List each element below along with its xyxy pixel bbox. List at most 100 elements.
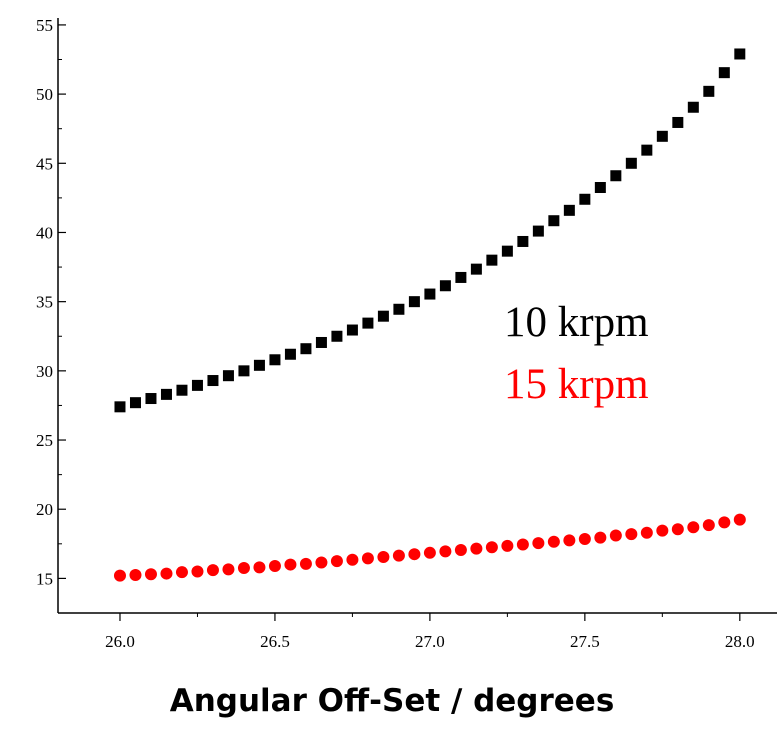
point-15-krpm [361, 552, 374, 565]
point-15-krpm [206, 564, 219, 577]
point-10-krpm [579, 193, 591, 205]
point-10-krpm [176, 384, 188, 396]
point-10-krpm [548, 215, 560, 227]
x-axis-title: Angular Off-Set / degrees [170, 683, 615, 719]
point-10-krpm [455, 271, 467, 283]
x-tick-label: 28.0 [725, 632, 755, 651]
point-15-krpm [392, 549, 405, 562]
point-15-krpm [671, 523, 684, 536]
x-tick-label: 27.5 [570, 632, 600, 651]
point-10-krpm [594, 182, 606, 194]
point-15-krpm [268, 559, 281, 572]
x-tick-label: 26.0 [105, 632, 135, 651]
point-10-krpm [703, 85, 715, 97]
point-10-krpm [269, 354, 281, 366]
point-15-krpm [423, 546, 436, 559]
chart-labels: 10 krpm 15 krpm Angular Off-Set / degree… [170, 299, 649, 719]
point-10-krpm [377, 310, 389, 322]
point-10-krpm [362, 317, 374, 329]
point-15-krpm [563, 534, 576, 547]
point-10-krpm [331, 330, 343, 342]
point-15-krpm [516, 538, 529, 551]
point-10-krpm [517, 235, 529, 247]
point-15-krpm [439, 545, 452, 558]
point-15-krpm [330, 555, 343, 568]
point-10-krpm [207, 375, 219, 387]
point-10-krpm [734, 48, 746, 60]
point-15-krpm [532, 537, 545, 550]
point-15-krpm [702, 519, 715, 532]
point-15-krpm [718, 516, 731, 529]
point-10-krpm [672, 116, 684, 128]
point-10-krpm [284, 348, 296, 360]
point-10-krpm [470, 263, 482, 275]
point-10-krpm [222, 370, 234, 382]
point-15-krpm [253, 561, 266, 574]
y-tick-label: 40 [36, 223, 53, 242]
point-15-krpm [501, 539, 514, 552]
point-10-krpm [563, 204, 575, 216]
point-10-krpm [532, 225, 544, 237]
point-15-krpm [237, 562, 250, 575]
point-10-krpm [625, 157, 637, 169]
point-15-krpm [346, 553, 359, 566]
point-15-krpm [284, 558, 297, 571]
point-10-krpm [253, 359, 265, 371]
y-tick-label: 25 [36, 431, 53, 450]
y-tick-label: 55 [36, 16, 53, 35]
point-10-krpm [346, 324, 358, 336]
point-15-krpm [656, 524, 669, 537]
point-10-krpm [718, 67, 730, 79]
point-10-krpm [656, 130, 668, 142]
point-10-krpm [393, 303, 405, 315]
point-15-krpm [578, 532, 591, 545]
point-15-krpm [299, 557, 312, 570]
point-10-krpm [641, 144, 653, 156]
point-15-krpm [485, 541, 498, 554]
point-10-krpm [501, 245, 513, 257]
point-15-krpm [191, 565, 204, 578]
point-15-krpm [175, 566, 188, 579]
point-10-krpm [191, 379, 203, 391]
point-10-krpm [129, 397, 141, 409]
point-15-krpm [222, 563, 235, 576]
point-15-krpm [547, 535, 560, 548]
y-tick-label: 30 [36, 362, 53, 381]
point-10-krpm [424, 288, 436, 300]
point-15-krpm [144, 568, 157, 581]
point-15-krpm [470, 542, 483, 555]
point-15-krpm [640, 526, 653, 539]
x-tick-label: 26.5 [260, 632, 290, 651]
legend-label-10-krpm: 10 krpm [504, 299, 649, 346]
x-tick-label: 27.0 [415, 632, 445, 651]
point-15-krpm [160, 567, 173, 580]
point-15-krpm [625, 528, 638, 541]
axes: 15 20 25 30 35 40 45 50 55 26.0 26.5 27.0 27.5 28.0 [36, 16, 777, 651]
point-10-krpm [145, 393, 157, 405]
y-tick-label: 20 [36, 500, 53, 519]
y-tick-label: 50 [36, 85, 53, 104]
point-15-krpm [315, 556, 328, 569]
point-15-krpm [454, 544, 467, 557]
point-10-krpm [687, 101, 699, 113]
point-10-krpm [486, 254, 498, 266]
point-15-krpm [733, 513, 746, 526]
point-15-krpm [687, 521, 700, 534]
point-10-krpm [408, 296, 420, 308]
point-15-krpm [594, 531, 607, 544]
legend-label-15-krpm: 15 krpm [504, 361, 649, 408]
y-tick-label: 35 [36, 293, 53, 312]
point-15-krpm [609, 529, 622, 542]
point-10-krpm [160, 388, 172, 400]
point-15-krpm [377, 550, 390, 563]
y-tick-label: 15 [36, 569, 53, 588]
point-10-krpm [114, 401, 126, 413]
data-marks [113, 48, 746, 582]
point-10-krpm [238, 365, 250, 377]
point-15-krpm [129, 568, 142, 581]
point-10-krpm [439, 280, 451, 292]
point-10-krpm [300, 343, 312, 355]
y-tick-label: 45 [36, 154, 53, 173]
